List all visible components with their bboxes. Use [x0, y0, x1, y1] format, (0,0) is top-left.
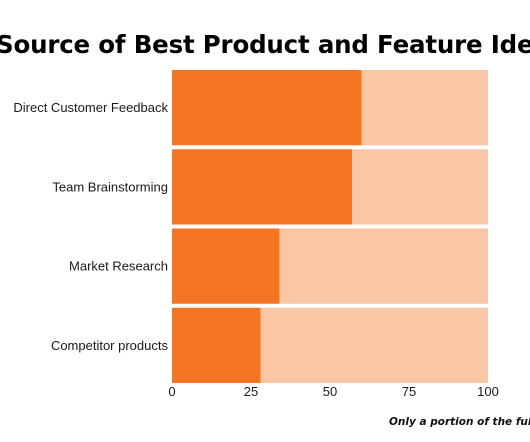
bar-segment-2-1 [361, 70, 488, 146]
x-tick-label: 0 [168, 384, 175, 399]
footnote: Only a portion of the full [389, 416, 530, 428]
category-label: Direct Customer Feedback [13, 100, 168, 115]
bar-segment-2-2 [352, 149, 488, 225]
category-label: Team Brainstorming [52, 179, 168, 194]
x-tick-label: 100 [477, 384, 499, 399]
category-label: Market Research [69, 259, 168, 274]
bar-segment-2-3 [279, 228, 488, 304]
bar-segment-2-4 [260, 307, 488, 383]
x-tick-label: 25 [244, 384, 258, 399]
bar-segment-1-1 [172, 70, 362, 146]
x-tick-label: 50 [323, 384, 337, 399]
bar-segment-1-2 [172, 149, 353, 225]
x-tick-label: 75 [402, 384, 416, 399]
bar-segment-1-3 [172, 228, 280, 304]
bar-segment-1-4 [172, 307, 261, 383]
category-label: Competitor products [51, 338, 169, 353]
chart-title: Source of Best Product and Feature Ideas [0, 30, 530, 59]
